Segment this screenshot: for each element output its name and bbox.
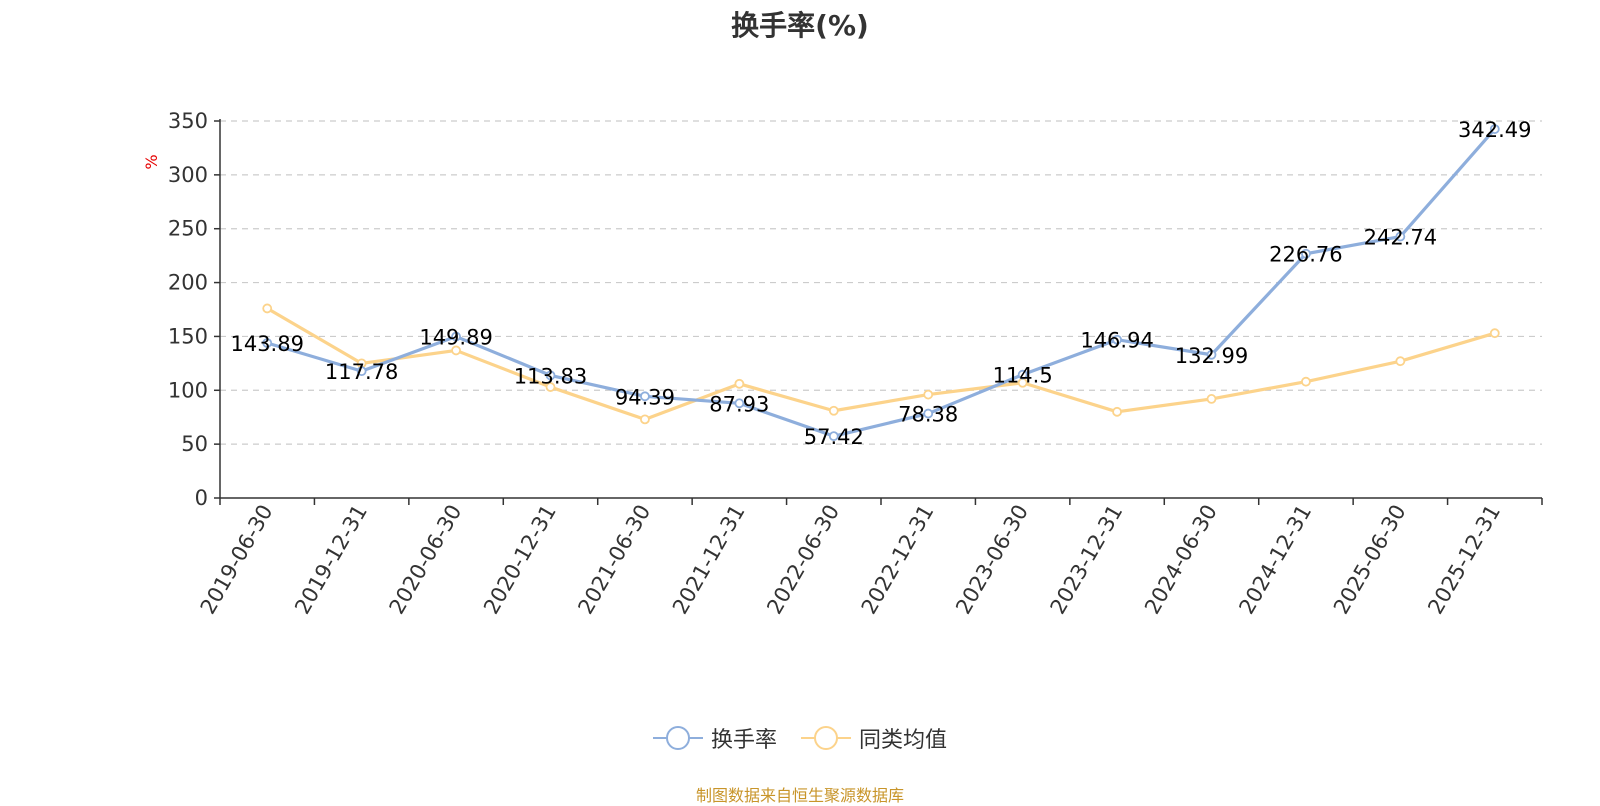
y-tick-label: 0 [195,486,208,510]
data-label: 78.38 [898,403,958,427]
data-point-0 [734,398,745,409]
data-point-1 [451,345,461,356]
data-label: 149.89 [419,326,492,350]
data-point-0 [1489,124,1500,134]
data-point-0 [262,338,273,348]
y-unit-label: % [142,154,161,169]
data-point-0 [1112,334,1122,345]
series-line-0 [266,128,1496,438]
y-tick-label: 50 [181,432,208,456]
data-point-0 [923,408,934,419]
x-tick-label: 2019-06-30 [196,501,278,619]
data-label: 113.83 [514,364,587,388]
data-point-1 [1301,376,1311,387]
data-point-1 [828,405,839,416]
data-point-0 [1301,248,1311,259]
data-label: 342.49 [1458,118,1531,142]
y-tick-label: 250 [168,217,208,241]
x-tick-label: 2024-06-30 [1140,501,1222,619]
y-tick-label: 200 [168,271,208,295]
legend-label-turnover: 换手率 [710,728,777,753]
x-tick-label: 2020-06-30 [385,500,467,618]
data-point-1 [734,378,745,389]
data-point-1 [923,389,934,400]
x-tick-label: 2022-06-30 [762,501,844,619]
x-tick-label: 2025-12-31 [1423,501,1505,619]
line-chart: 0 50 100 150 200 250 300 350% 2019-06-30 2019-12-… [142,109,1543,619]
data-label: 114.5 [993,364,1053,388]
legend-label-peer-average: 同类均值 [859,728,948,753]
legend-item-turnover[interactable]: 换手率 [652,722,777,754]
x-tick-label: 2019-12-31 [290,501,372,619]
y-tick-label: 350 [168,109,208,133]
data-source-note: 制图数据来自恒生聚源数据库 [695,786,904,805]
x-tick-label: 2022-12-31 [857,501,939,619]
x-tick-label: 2025-06-30 [1329,501,1411,619]
data-label: 132.99 [1175,344,1248,368]
data-point-1 [1395,356,1406,367]
data-point-1 [1206,394,1217,404]
data-label: 242.74 [1364,226,1437,250]
data-point-0 [356,366,367,377]
legend-swatch-peer-average [801,725,851,751]
data-label: 146.94 [1080,329,1153,353]
data-label: 143.89 [230,332,303,356]
y-tick-label: 300 [168,163,208,187]
legend-swatch-turnover [652,725,703,751]
x-tick-label: 2021-06-30 [573,501,655,619]
data-label: 87.93 [709,392,769,416]
data-point-0 [828,431,839,442]
data-label: 117.78 [325,360,398,384]
data-point-1 [262,303,273,314]
data-point-0 [1206,349,1217,360]
chart-title: 换手率(%) [731,9,869,42]
data-point-0 [1395,231,1406,242]
series-line-1 [266,307,1496,421]
data-point-1 [1489,328,1500,339]
data-label: 226.76 [1269,243,1342,267]
data-point-0 [545,370,556,381]
data-point-0 [1017,369,1028,380]
legend-item-peer-average[interactable]: 同类均值 [801,722,947,754]
y-tick-label: 150 [168,324,208,348]
data-point-1 [1112,406,1122,417]
y-tick-label: 100 [168,378,208,402]
data-point-1 [640,414,650,425]
x-tick-label: 2023-06-30 [951,501,1033,619]
data-point-0 [451,331,461,342]
x-tick-label: 2021-12-31 [668,501,750,619]
x-tick-label: 2024-12-31 [1234,501,1316,619]
data-point-0 [640,391,650,402]
data-point-1 [545,382,556,392]
x-tick-label: 2020-12-31 [479,501,561,619]
legend: 换手率 同类均值 [0,722,1600,754]
data-label: 57.42 [804,425,864,449]
data-label: 94.39 [615,385,675,409]
x-tick-label: 2023-12-31 [1046,501,1128,619]
